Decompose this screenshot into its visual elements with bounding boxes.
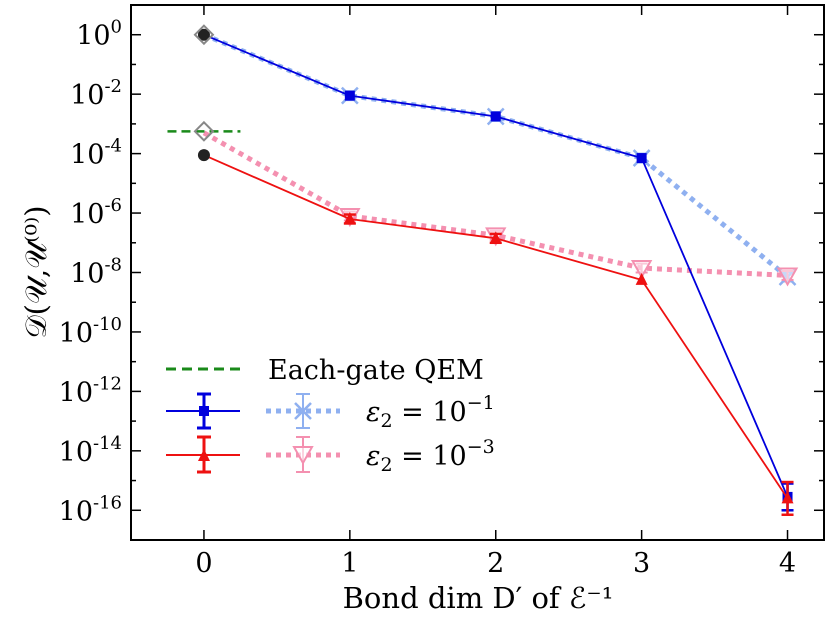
y-tick-label: 10-10 <box>59 314 122 349</box>
axis-ticks <box>131 4 824 541</box>
triangle-down-marker <box>630 260 653 280</box>
y-tick-label: 10-6 <box>70 195 122 230</box>
gray-diamond-marker <box>193 120 215 142</box>
annotation-layer <box>167 24 241 162</box>
triangle-up-marker <box>635 272 648 285</box>
y-tick-label: 10-14 <box>59 433 122 468</box>
legend-eps1-x-marker <box>294 402 312 420</box>
triangle-up-marker <box>781 491 794 504</box>
x-tick-label: 4 <box>779 548 796 579</box>
y-tick-label: 100 <box>76 17 122 52</box>
legend-eps3-triangle-down-marker <box>292 446 314 466</box>
square-marker <box>344 90 355 101</box>
x-tick-label: 2 <box>487 548 504 579</box>
y-tick-label: 10-8 <box>70 255 122 290</box>
legend-label-eps1: ε2 = 10−1 <box>366 392 495 432</box>
legend-eps3-triangle-marker <box>198 449 210 461</box>
black-point <box>197 28 210 41</box>
square-marker <box>636 153 647 164</box>
series-layer <box>202 32 799 516</box>
legend-label-eps3: ε2 = 10−3 <box>366 436 495 476</box>
y-tick-label: 10-4 <box>70 136 122 171</box>
square-marker <box>490 111 501 122</box>
x-tick-label: 3 <box>633 548 650 579</box>
x-tick-labels: 0 1 2 3 4 <box>195 548 796 579</box>
x-tick-label: 1 <box>341 548 358 579</box>
triangle-up-marker <box>343 212 356 224</box>
black-point <box>197 149 210 162</box>
y-tick-label: 10-16 <box>59 492 122 527</box>
legend: Each-gate QEM ε2 = 10−1 ε2 = 10−3 <box>166 355 495 476</box>
triangle-up-marker <box>489 231 502 244</box>
y-axis-label: 𝒟(𝒰,𝒰⁽⁰⁾) <box>19 205 53 338</box>
x-axis-label: Bond dim D′ of ℰ⁻¹ <box>343 581 614 615</box>
gray-diamond-marker <box>193 24 215 46</box>
x-tick-label: 0 <box>195 548 212 579</box>
y-tick-label: 10-2 <box>70 76 122 111</box>
triangle-down-marker <box>776 267 799 287</box>
y-tick-labels: 100 10-2 10-4 10-6 10-8 10-10 10-12 10-14 10-16 <box>59 17 122 528</box>
legend-eps1-square-marker <box>199 406 209 416</box>
legend-label-each-gate: Each-gate QEM <box>268 355 484 386</box>
y-tick-label: 10-12 <box>59 373 122 408</box>
series-line <box>203 33 789 498</box>
